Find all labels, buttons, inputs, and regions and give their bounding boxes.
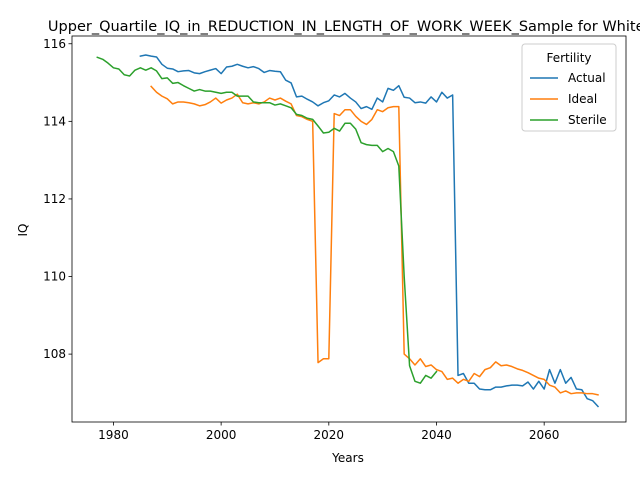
x-tick-label: 2060 — [529, 428, 560, 442]
x-axis: 1980 2000 2020 2040 2060 — [98, 422, 559, 442]
plot-frame — [71, 35, 627, 423]
legend-label-ideal: Ideal — [568, 92, 597, 106]
series-line-actual — [139, 54, 600, 408]
y-tick-label: 116 — [43, 37, 66, 51]
x-tick-label: 2040 — [421, 428, 452, 442]
y-tick-label: 114 — [43, 114, 66, 128]
y-axis-label: IQ — [16, 224, 30, 237]
x-tick-label: 1980 — [98, 428, 129, 442]
x-axis-label: Years — [331, 451, 364, 465]
y-tick-label: 112 — [43, 192, 66, 206]
y-tick-label: 110 — [43, 270, 66, 284]
legend-label-actual: Actual — [568, 71, 606, 85]
series-line-sterile — [96, 56, 438, 384]
series-layer — [96, 54, 600, 408]
legend: Fertility Actual Ideal Sterile — [521, 43, 617, 132]
legend-title: Fertility — [546, 51, 591, 65]
legend-label-sterile: Sterile — [568, 113, 607, 127]
y-tick-label: 108 — [43, 347, 66, 361]
x-tick-label: 2000 — [206, 428, 237, 442]
chart-title: Upper_Quartile_IQ_in_REDUCTION_IN_LENGTH… — [48, 19, 640, 35]
legend-frame — [521, 43, 617, 132]
x-tick-label: 2020 — [314, 428, 345, 442]
y-axis: 108 110 112 114 116 — [43, 37, 72, 361]
series-line-ideal — [150, 85, 599, 396]
